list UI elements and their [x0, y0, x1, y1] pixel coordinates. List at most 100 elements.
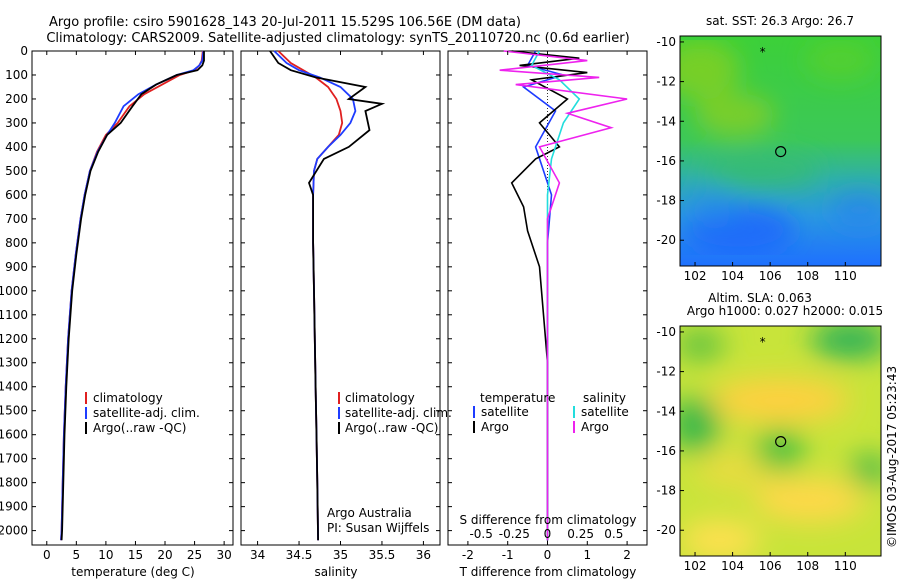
x-tick-label: -2	[462, 548, 474, 562]
sla-map-frame	[679, 325, 882, 557]
legend-label-clim: climatology	[93, 391, 163, 405]
y-tick-label: 1000	[0, 284, 28, 298]
title-line-1: Argo profile: csiro 5901628_143 20-Jul-2…	[49, 15, 521, 30]
x-tick-label: 36	[416, 548, 431, 562]
note-argo-australia: Argo Australia	[327, 506, 412, 520]
y-tick-label: 1200	[0, 332, 28, 346]
float-position-marker	[775, 145, 787, 158]
sla-map-field	[680, 326, 881, 556]
series-line-salinity-satellite	[530, 50, 581, 541]
y-tick-label: 1400	[0, 380, 28, 394]
x-tick-label: 20	[157, 548, 172, 562]
temperature-panel-frame	[31, 50, 234, 546]
sla-map-title-2: Argo h1000: 0.027 h2000: 0.015	[687, 304, 883, 318]
y-tick-label: 1600	[0, 428, 28, 442]
y-tick-label: 300	[5, 116, 28, 130]
sla-map-axes: 102 104 106 108 110 -10 -12 -14 -16 -18 -20 *	[656, 325, 856, 573]
map-x-tick-label: 108	[796, 559, 819, 573]
map-x-tick-label: 104	[721, 269, 744, 283]
y-tick-label: 700	[5, 212, 28, 226]
map-x-tick-label: 106	[759, 559, 782, 573]
sst-map-frame	[679, 35, 882, 267]
difference-legend: temperature salinity satellite Argo sate…	[473, 391, 629, 434]
y-tick-label: 1100	[0, 308, 28, 322]
legend-label-argo: Argo(..raw -QC)	[345, 421, 438, 435]
x-tick-label: 15	[128, 548, 143, 562]
temperature-xlabel: temperature (deg C)	[71, 565, 194, 579]
map-x-tick-label: 104	[721, 559, 744, 573]
legend-title-salinity: salinity	[583, 391, 626, 405]
x-tick-label: 35.5	[369, 548, 396, 562]
y-tick-label: 0	[20, 44, 28, 58]
t-difference-xlabel: T difference from climatology	[459, 565, 637, 579]
salinity-panel-frame	[240, 50, 441, 546]
map-x-tick-label: 110	[834, 559, 857, 573]
map-y-tick-label: -16	[656, 154, 676, 168]
y-tick-label: 1700	[0, 452, 28, 466]
map-y-tick-label: -10	[656, 35, 676, 49]
salinity-legend: climatology satellite-adj. clim. Argo(..…	[338, 391, 452, 435]
x-tick-label: 0	[544, 548, 552, 562]
temperature-legend: climatology satellite-adj. clim. Argo(..…	[85, 391, 200, 435]
legend-label-t-sat: satellite	[481, 405, 529, 419]
y-tick-label: 1300	[0, 356, 28, 370]
y-tick-label: 200	[5, 92, 28, 106]
y-tick-label: 1800	[0, 476, 28, 490]
series-line-salinity-argo	[499, 50, 628, 541]
legend-label-s-argo: Argo	[581, 420, 609, 434]
temperature-plot: 0 5 10 15 20 25 300100200300400500600700800900…	[0, 44, 233, 562]
x-tick-label: 34.5	[286, 548, 313, 562]
previous-position-marker: *	[760, 335, 766, 349]
y-tick-label: 600	[5, 188, 28, 202]
x-tick-label: 0	[43, 548, 51, 562]
legend-label-argo: Argo(..raw -QC)	[93, 421, 186, 435]
map-x-tick-label: 106	[759, 269, 782, 283]
legend-label-s-sat: satellite	[581, 405, 629, 419]
salinity-plot: 34 34.5 35 35.5 36	[241, 50, 440, 562]
salinity-xlabel: salinity	[314, 565, 357, 579]
y-tick-label: 900	[5, 260, 28, 274]
s-tick-label: -0.5	[469, 527, 492, 541]
sst-map-field	[680, 36, 881, 266]
x-tick-label: -1	[502, 548, 514, 562]
map-y-tick-label: -18	[656, 194, 676, 208]
map-x-tick-label: 110	[834, 269, 857, 283]
series-line-argo	[269, 50, 386, 541]
y-tick-label: 1900	[0, 500, 28, 514]
y-tick-label: 400	[5, 140, 28, 154]
imos-stamp: ©IMOS 03-Aug-2017 05:23:43	[885, 366, 899, 548]
series-line-argo	[60, 51, 205, 541]
map-x-tick-label: 102	[684, 269, 707, 283]
map-y-tick-label: -10	[656, 325, 676, 339]
s-tick-label: -0.25	[499, 527, 530, 541]
series-line-temperature-satellite	[521, 50, 567, 541]
title-line-2: Climatology: CARS2009. Satellite-adjuste…	[46, 31, 629, 46]
x-tick-label: 35	[333, 548, 348, 562]
x-tick-label: 34	[250, 548, 265, 562]
float-position-marker	[775, 435, 787, 448]
map-x-tick-label: 108	[796, 269, 819, 283]
y-tick-label: 100	[5, 68, 28, 82]
series-line-climatology	[277, 50, 344, 541]
y-tick-label: 2000	[0, 524, 28, 538]
y-tick-label: 800	[5, 236, 28, 250]
map-y-tick-label: -20	[656, 233, 676, 247]
y-tick-label: 1500	[0, 404, 28, 418]
legend-title-temperature: temperature	[480, 391, 555, 405]
series-line-climatology	[60, 50, 204, 541]
map-y-tick-label: -14	[656, 114, 676, 128]
legend-label-t-argo: Argo	[481, 420, 509, 434]
map-y-tick-label: -18	[656, 484, 676, 498]
x-tick-label: 5	[73, 548, 81, 562]
x-tick-label: 1	[583, 548, 591, 562]
x-tick-label: 25	[187, 548, 202, 562]
legend-label-clim: climatology	[345, 391, 415, 405]
map-y-tick-label: -20	[656, 523, 676, 537]
s-tick-label: 0	[544, 527, 552, 541]
map-y-tick-label: -12	[656, 75, 676, 89]
map-x-tick-label: 102	[684, 559, 707, 573]
s-tick-label: 0.25	[567, 527, 594, 541]
x-tick-label: 10	[98, 548, 113, 562]
s-difference-label: S difference from climatology	[460, 513, 637, 527]
